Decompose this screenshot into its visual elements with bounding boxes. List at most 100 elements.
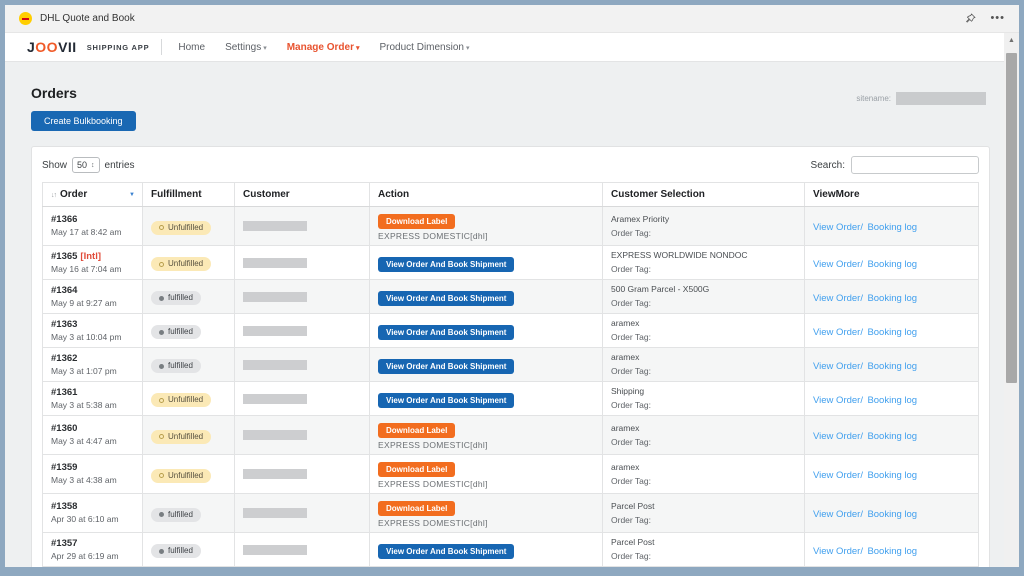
column-header-fulfillment[interactable]: Fulfillment [142, 182, 235, 207]
customer-selection-cell: 500 Gram Parcel - X500G Order Tag: [602, 279, 805, 314]
order-number: #1357 [51, 537, 78, 549]
customer-redacted-value [243, 359, 307, 370]
shipping-service-label: EXPRESS DOMESTIC[dhl] [378, 479, 488, 489]
create-bulkbooking-button[interactable]: Create Bulkbooking [31, 111, 136, 131]
booking-log-link[interactable]: Booking log [867, 394, 918, 406]
download-label-button[interactable]: Download Label [378, 462, 456, 477]
booking-log-link[interactable]: Booking log [867, 326, 918, 338]
entries-select[interactable]: 50 ↕ [72, 157, 100, 173]
order-cell: #1361 May 3 at 5:38 am [42, 381, 143, 416]
view-order-link[interactable]: View Order/ [813, 258, 863, 270]
fulfillment-status-badge: fulfilled [151, 507, 201, 522]
view-order-and-book-shipment-button[interactable]: View Order And Book Shipment [378, 290, 515, 306]
vertical-scrollbar[interactable]: ▲ [1004, 33, 1019, 567]
nav-item-label: Home [178, 41, 206, 53]
booking-log-link[interactable]: Booking log [867, 258, 918, 270]
status-dot-icon [159, 548, 164, 554]
viewmore-cell: View Order/ Booking log [804, 415, 979, 455]
selection-name: Parcel Post [611, 500, 655, 511]
customer-selection-cell: aramex Order Tag: [602, 313, 805, 348]
fulfillment-status-badge: fulfilled [151, 359, 201, 373]
table-row: #1364 May 9 at 9:27 am fulfilled View Order… [42, 279, 979, 314]
table-row: #1357 Apr 29 at 6:19 am fulfilled View Orde… [42, 532, 979, 567]
view-order-link[interactable]: View Order/ [813, 470, 863, 481]
fulfillment-status-badge: fulfilled [151, 291, 201, 305]
booking-log-link[interactable]: Booking log [867, 470, 918, 481]
nav-item-home[interactable]: Home [178, 42, 205, 53]
view-order-and-book-shipment-button[interactable]: View Order And Book Shipment [378, 392, 515, 408]
shipping-service-label: EXPRESS DOMESTIC[dhl] [378, 231, 488, 241]
view-order-link[interactable]: View Order/ [813, 394, 863, 406]
window-titlebar: DHL Quote and Book ••• [5, 5, 1019, 33]
fulfillment-cell: fulfilled [142, 347, 235, 382]
nav-item-manage-order[interactable]: Manage Order ▾ [287, 42, 360, 53]
scroll-up-icon[interactable]: ▲ [1008, 37, 1015, 44]
fulfillment-status-badge: Unfulfilled [151, 393, 212, 407]
logo-vii: VII [58, 39, 77, 55]
fulfillment-cell: Unfulfilled [142, 206, 235, 246]
selection-name: aramex [611, 352, 640, 362]
order-date: Apr 30 at 6:10 am [51, 514, 119, 524]
viewmore-cell: View Order/ Booking log [804, 279, 979, 314]
status-dot-icon [159, 295, 164, 301]
booking-log-link[interactable]: Booking log [867, 360, 918, 372]
action-cell: Download Label EXPRESS DOMESTIC[dhl] [369, 493, 603, 533]
column-header-action[interactable]: Action [369, 182, 603, 207]
view-order-and-book-shipment-button[interactable]: View Order And Book Shipment [378, 543, 515, 559]
order-date: Apr 29 at 6:19 am [51, 550, 119, 561]
status-dot-icon [159, 329, 164, 335]
search-input[interactable] [851, 156, 979, 174]
fulfillment-cell: fulfilled [142, 279, 235, 314]
booking-log-link[interactable]: Booking log [867, 222, 918, 233]
browser-window: DHL Quote and Book ••• JOOVII SHIPPING A… [5, 5, 1019, 567]
view-order-link[interactable]: View Order/ [813, 545, 863, 557]
pin-icon[interactable] [965, 13, 977, 24]
booking-log-link[interactable]: Booking log [867, 545, 918, 557]
fulfillment-cell: fulfilled [142, 313, 235, 348]
download-label-button[interactable]: Download Label [378, 214, 456, 229]
customer-cell [234, 313, 370, 348]
column-header-customer-selection[interactable]: Customer Selection [602, 182, 805, 207]
filter-caret-icon[interactable]: ▼ [129, 192, 135, 198]
order-tag-label: Order Tag: [611, 298, 652, 308]
fulfillment-cell: fulfilled [142, 532, 235, 567]
booking-log-link[interactable]: Booking log [867, 292, 918, 304]
view-order-and-book-shipment-button[interactable]: View Order And Book Shipment [378, 256, 515, 272]
scrollbar-thumb[interactable] [1006, 53, 1017, 383]
view-order-and-book-shipment-button[interactable]: View Order And Book Shipment [378, 358, 515, 374]
view-order-link[interactable]: View Order/ [813, 431, 863, 442]
customer-cell [234, 279, 370, 314]
status-label: Unfulfilled [168, 222, 204, 232]
nav-item-product-dimension[interactable]: Product Dimension ▾ [379, 42, 469, 53]
view-order-link[interactable]: View Order/ [813, 360, 863, 372]
view-order-and-book-shipment-button[interactable]: View Order And Book Shipment [378, 324, 515, 340]
view-order-link[interactable]: View Order/ [813, 509, 863, 520]
order-date: May 3 at 4:47 am [51, 436, 117, 446]
booking-log-link[interactable]: Booking log [867, 431, 918, 442]
column-header-viewmore[interactable]: ViewMore [804, 182, 979, 207]
order-cell: #1366 May 17 at 8:42 am [42, 206, 143, 246]
order-cell: #1356Apr 16 at 7:03 am [42, 566, 143, 567]
column-header-order[interactable]: ↓↑ Order ▼ [42, 182, 143, 207]
column-header-customer[interactable]: Customer [234, 182, 370, 207]
download-label-button[interactable]: Download Label [378, 423, 456, 438]
order-cell: #1365 [Intl] May 16 at 7:04 am [42, 245, 143, 280]
view-order-link[interactable]: View Order/ [813, 326, 863, 338]
view-order-link[interactable]: View Order/ [813, 222, 863, 233]
view-order-link[interactable]: View Order/ [813, 292, 863, 304]
chevron-down-icon: ▾ [355, 44, 360, 52]
download-label-button[interactable]: Download Label [378, 501, 456, 516]
table-row: #1361 May 3 at 5:38 am Unfulfilled View Ord… [42, 381, 979, 416]
customer-cell [234, 532, 370, 567]
viewmore-cell: View Order/ Booking log [804, 493, 979, 533]
sitename-redacted-value [896, 92, 986, 105]
more-options-icon[interactable]: ••• [990, 12, 1005, 24]
nav-item-settings[interactable]: Settings ▾ [225, 42, 267, 53]
top-navbar: JOOVII SHIPPING APP Home Settings ▾ Manag… [5, 33, 1004, 62]
select-spinner-icon: ↕ [91, 161, 95, 169]
order-tag-label: Order Tag: [611, 475, 652, 486]
order-tag-label: Order Tag: [611, 436, 652, 447]
sort-icon[interactable]: ↓↑ [51, 192, 57, 199]
selection-name: 500 Gram Parcel - X500G [611, 284, 710, 294]
booking-log-link[interactable]: Booking log [867, 509, 918, 520]
